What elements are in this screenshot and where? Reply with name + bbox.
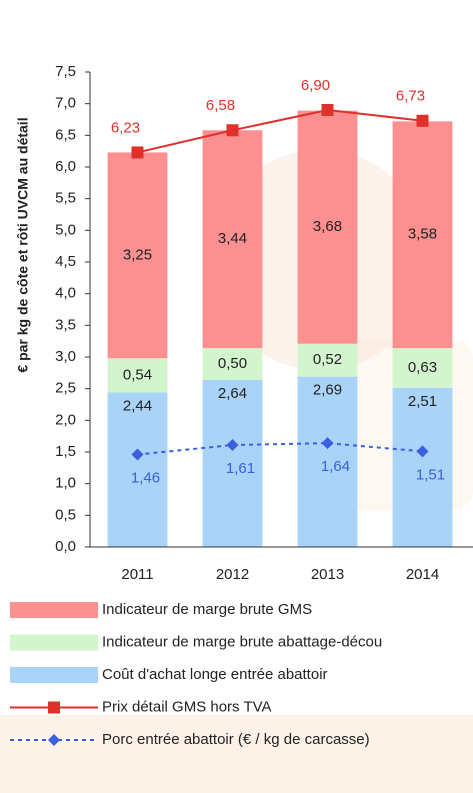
marker xyxy=(416,445,429,458)
bar-segment xyxy=(107,152,168,359)
y-tick-label: 5,0 xyxy=(55,221,76,238)
marker xyxy=(226,439,239,452)
y-tick-label: 6,0 xyxy=(55,158,76,175)
x-tick-label: 2013 xyxy=(311,566,344,583)
marker xyxy=(131,146,144,159)
bar-segment xyxy=(202,130,263,349)
marker xyxy=(321,437,334,450)
line xyxy=(137,108,423,154)
bar-segment xyxy=(107,358,168,393)
value-label: 2,44 xyxy=(123,397,152,414)
y-tick-label: 5,5 xyxy=(55,190,76,207)
value-label: 0,52 xyxy=(313,351,342,368)
legend-swatch xyxy=(10,634,98,651)
y-tick-label: 7,0 xyxy=(55,95,76,112)
bar-segment xyxy=(297,343,358,377)
x-tick-label: 2011 xyxy=(121,566,153,583)
value-label: 6,58 xyxy=(206,97,235,114)
bar-segment xyxy=(202,379,263,547)
legend-marker xyxy=(48,701,60,714)
y-tick-label: 3,5 xyxy=(55,316,76,333)
y-tick-label: 1,5 xyxy=(55,443,76,460)
footer-band xyxy=(0,715,473,793)
bar-segment xyxy=(392,121,453,349)
y-tick-label: 7,5 xyxy=(55,63,76,80)
value-label: 3,58 xyxy=(408,226,437,243)
value-label: 2,69 xyxy=(313,382,342,399)
bar-segment xyxy=(107,392,168,547)
value-label: 1,64 xyxy=(321,458,350,475)
marker xyxy=(416,114,429,127)
legend-label: Prix détail GMS hors TVA xyxy=(102,698,272,715)
y-tick-label: 0,0 xyxy=(55,538,76,555)
bar-segment xyxy=(297,376,358,547)
x-tick-label: 2014 xyxy=(406,566,439,583)
value-label: 0,54 xyxy=(123,366,152,383)
value-label: 6,23 xyxy=(111,119,140,136)
marker xyxy=(321,104,334,116)
bar-segment xyxy=(297,110,358,344)
bar-segment xyxy=(392,388,453,547)
value-label: 1,61 xyxy=(226,460,255,477)
legend-label: Indicateur de marge brute GMS xyxy=(102,601,312,618)
value-label: 0,50 xyxy=(218,355,247,372)
legend-swatch xyxy=(10,667,98,683)
y-axis-label: € par kg de côte et rôti UVCM au détail xyxy=(15,117,31,372)
value-label: 6,90 xyxy=(301,77,330,94)
marker xyxy=(226,124,239,137)
y-tick-label: 3,0 xyxy=(55,348,76,365)
value-label: 2,64 xyxy=(218,385,247,402)
value-label: 1,51 xyxy=(416,466,445,483)
value-label: 6,73 xyxy=(396,88,425,105)
legend-label: Coût d'achat longe entrée abattoir xyxy=(102,666,328,683)
y-tick-label: 4,5 xyxy=(55,253,76,270)
y-tick-label: 0,5 xyxy=(55,506,76,523)
legend-swatch xyxy=(10,602,98,618)
bar-segment xyxy=(202,348,263,380)
legend-marker xyxy=(48,734,60,746)
y-tick-label: 1,0 xyxy=(55,475,76,492)
value-label: 3,68 xyxy=(313,218,342,235)
y-tick-label: 6,5 xyxy=(55,126,76,143)
value-label: 1,46 xyxy=(131,470,160,487)
legend-label: Indicateur de marge brute abattage-décou xyxy=(102,633,382,650)
y-tick-label: 2,0 xyxy=(55,411,76,428)
bar-segment xyxy=(392,348,453,389)
y-tick-label: 4,0 xyxy=(55,285,76,302)
legend-label: Porc entrée abattoir (€ / kg de carcasse… xyxy=(102,731,370,748)
x-tick-label: 2012 xyxy=(216,566,249,583)
marker xyxy=(131,448,144,461)
value-label: 3,25 xyxy=(123,246,152,263)
y-tick-label: 2,5 xyxy=(55,380,76,397)
value-label: 0,63 xyxy=(408,359,437,376)
value-label: 2,51 xyxy=(408,393,437,410)
value-label: 3,44 xyxy=(218,230,247,247)
